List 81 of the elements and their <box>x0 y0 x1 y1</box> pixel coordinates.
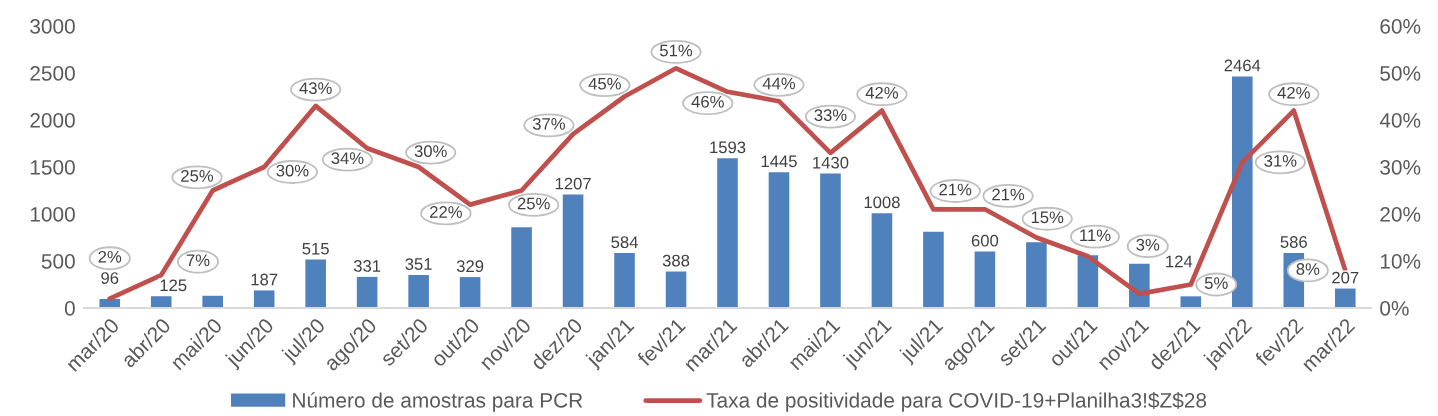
y-tick-label: 2500 <box>30 66 75 81</box>
data-label: 46% <box>691 95 724 108</box>
data-label: 21% <box>939 183 972 196</box>
data-label: 207 <box>1332 271 1359 284</box>
bar <box>202 295 223 308</box>
legend-label: Taxa de positividade para COVID-19+Planilha3!$Z$28 <box>706 392 1207 412</box>
bar <box>305 259 326 308</box>
y-tick-label: 1000 <box>30 207 75 222</box>
data-label: 1593 <box>710 141 746 154</box>
data-label: 15% <box>1031 211 1064 224</box>
bar <box>562 194 584 308</box>
y-tick-label: 0 <box>64 301 75 316</box>
bar <box>717 158 738 308</box>
data-label: 7% <box>186 254 210 267</box>
data-label: 584 <box>611 236 638 249</box>
bar <box>1232 76 1253 308</box>
data-label: 329 <box>456 260 484 273</box>
data-label: 42% <box>1277 86 1310 99</box>
y-tick-label: 500 <box>41 254 75 269</box>
data-label: 600 <box>971 234 999 247</box>
data-label: 43% <box>299 82 332 95</box>
bar <box>871 213 893 308</box>
data-label: 45% <box>588 77 621 90</box>
bar <box>768 172 790 308</box>
data-label: 21% <box>992 188 1025 201</box>
bar <box>1180 296 1202 308</box>
y-tick-label: 1500 <box>30 160 75 175</box>
y2-tick-label: 50% <box>1380 66 1421 81</box>
bar <box>614 253 635 308</box>
y2-tick-label: 30% <box>1380 160 1421 175</box>
bar <box>459 277 481 308</box>
data-label: 96 <box>101 272 119 284</box>
data-label: 25% <box>181 170 214 182</box>
bar <box>665 271 687 308</box>
data-label: 515 <box>302 242 329 255</box>
bar <box>408 275 429 308</box>
data-label: 37% <box>532 117 565 130</box>
data-label: 42% <box>865 86 899 99</box>
data-label: 586 <box>1280 236 1307 248</box>
data-label: 30% <box>276 164 309 177</box>
y2-tick-label: 40% <box>1379 113 1421 128</box>
data-label: 2% <box>98 250 122 263</box>
bar <box>253 290 275 308</box>
data-label: 124 <box>1166 255 1193 268</box>
y2-tick-label: 10% <box>1380 254 1421 269</box>
y-tick-label: 2000 <box>30 113 75 128</box>
data-label: 51% <box>660 44 693 57</box>
data-label: 125 <box>160 279 187 292</box>
data-label: 388 <box>662 254 690 267</box>
bar <box>974 251 996 308</box>
data-label: 351 <box>405 258 432 270</box>
y-tick-label: 3000 <box>30 19 75 34</box>
data-label: 3% <box>1136 238 1160 251</box>
bar <box>1334 288 1356 308</box>
data-label: 8% <box>1296 263 1320 275</box>
bar <box>356 276 378 308</box>
data-label: 1207 <box>555 177 591 190</box>
data-label: 1008 <box>864 196 900 209</box>
data-label: 331 <box>353 260 381 272</box>
bar <box>923 231 944 308</box>
data-label: 22% <box>430 206 462 218</box>
legend-label: Número de amostras para PCR <box>293 392 583 412</box>
data-label: 34% <box>331 152 364 165</box>
bar <box>1026 242 1047 308</box>
y2-tick-label: 20% <box>1380 207 1421 222</box>
y2-tick-label: 0% <box>1380 301 1409 316</box>
data-label: 1430 <box>813 156 849 169</box>
bar <box>150 296 172 308</box>
data-label: 2464 <box>1224 59 1261 72</box>
data-label: 31% <box>1264 154 1297 167</box>
data-label: 25% <box>517 197 550 210</box>
data-label: 1445 <box>761 155 797 168</box>
data-label: 30% <box>414 145 447 158</box>
bar <box>511 227 532 308</box>
data-label: 33% <box>814 109 847 122</box>
data-label: 11% <box>1080 229 1111 242</box>
data-label: 5% <box>1204 277 1228 289</box>
data-label: 187 <box>251 273 278 286</box>
y2-tick-label: 60% <box>1380 19 1421 34</box>
data-label: 44% <box>762 77 796 90</box>
bar <box>820 173 841 308</box>
